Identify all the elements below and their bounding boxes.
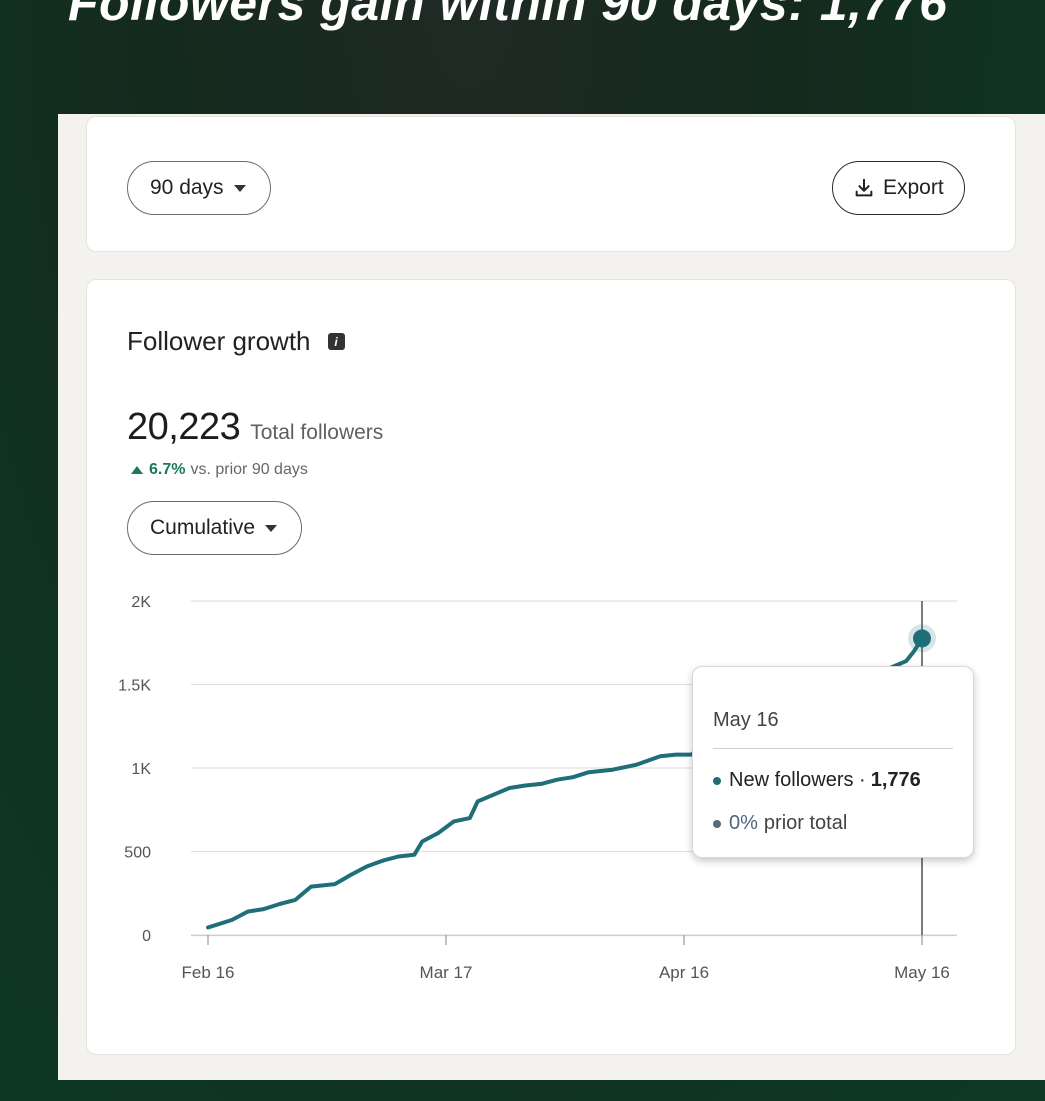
tooltip-date: May 16 — [713, 709, 779, 731]
x-tick-label: Apr 16 — [659, 963, 709, 982]
x-tick-label: Mar 17 — [420, 963, 473, 982]
x-tick-label: May 16 — [894, 963, 950, 982]
total-followers-value: 20,223 — [127, 406, 241, 448]
arrow-up-icon — [131, 466, 143, 474]
prior-dot-icon — [713, 819, 721, 828]
card-header: Follower growth i — [127, 326, 345, 357]
chart-tooltip: May 16 New followers · 1,776 0% prior to… — [692, 666, 974, 858]
total-followers-stat: 20,223 Total followers — [127, 406, 383, 449]
analytics-page: 90 days Export Follower growth i 20,223 … — [58, 114, 1045, 1080]
info-icon[interactable]: i — [327, 333, 345, 350]
caret-down-icon — [233, 184, 246, 192]
series-dot-icon — [713, 776, 721, 785]
banner-title: Followers gain within 90 days: 1,776 — [68, 0, 948, 31]
follower-growth-card: Follower growth i 20,223 Total followers… — [86, 279, 1016, 1055]
delta-percent: 6.7% — [149, 461, 186, 478]
growth-delta: 6.7% vs. prior 90 days — [131, 461, 308, 479]
card-title: Follower growth — [127, 326, 311, 356]
y-tick-label: 2K — [131, 594, 151, 611]
y-tick-label: 0 — [142, 928, 151, 945]
export-button[interactable]: Export — [832, 161, 965, 215]
highlight-point — [913, 629, 931, 648]
total-followers-label: Total followers — [250, 421, 384, 444]
tooltip-divider — [713, 748, 953, 749]
tooltip-prior-row: 0% prior total — [713, 812, 847, 835]
delta-label: vs. prior 90 days — [190, 461, 308, 478]
tooltip-prior-percent: 0% — [729, 812, 758, 834]
mode-dropdown[interactable]: Cumulative — [127, 501, 303, 555]
tooltip-prior-label: prior total — [763, 812, 848, 834]
y-tick-label: 500 — [124, 845, 151, 862]
download-icon — [855, 178, 873, 197]
mode-label: Cumulative — [150, 516, 256, 539]
tooltip-series-label: New followers · — [729, 769, 866, 791]
caret-down-icon — [265, 524, 278, 532]
tooltip-series-row: New followers · 1,776 — [713, 769, 921, 792]
date-range-label: 90 days — [150, 176, 224, 199]
tooltip-series-value: 1,776 — [870, 769, 921, 791]
y-tick-label: 1.5K — [118, 678, 151, 695]
x-tick-label: Feb 16 — [182, 963, 235, 982]
y-tick-label: 1K — [131, 761, 151, 778]
date-range-dropdown[interactable]: 90 days — [127, 161, 271, 215]
filter-card: 90 days Export — [86, 116, 1016, 252]
export-label: Export — [883, 176, 944, 199]
